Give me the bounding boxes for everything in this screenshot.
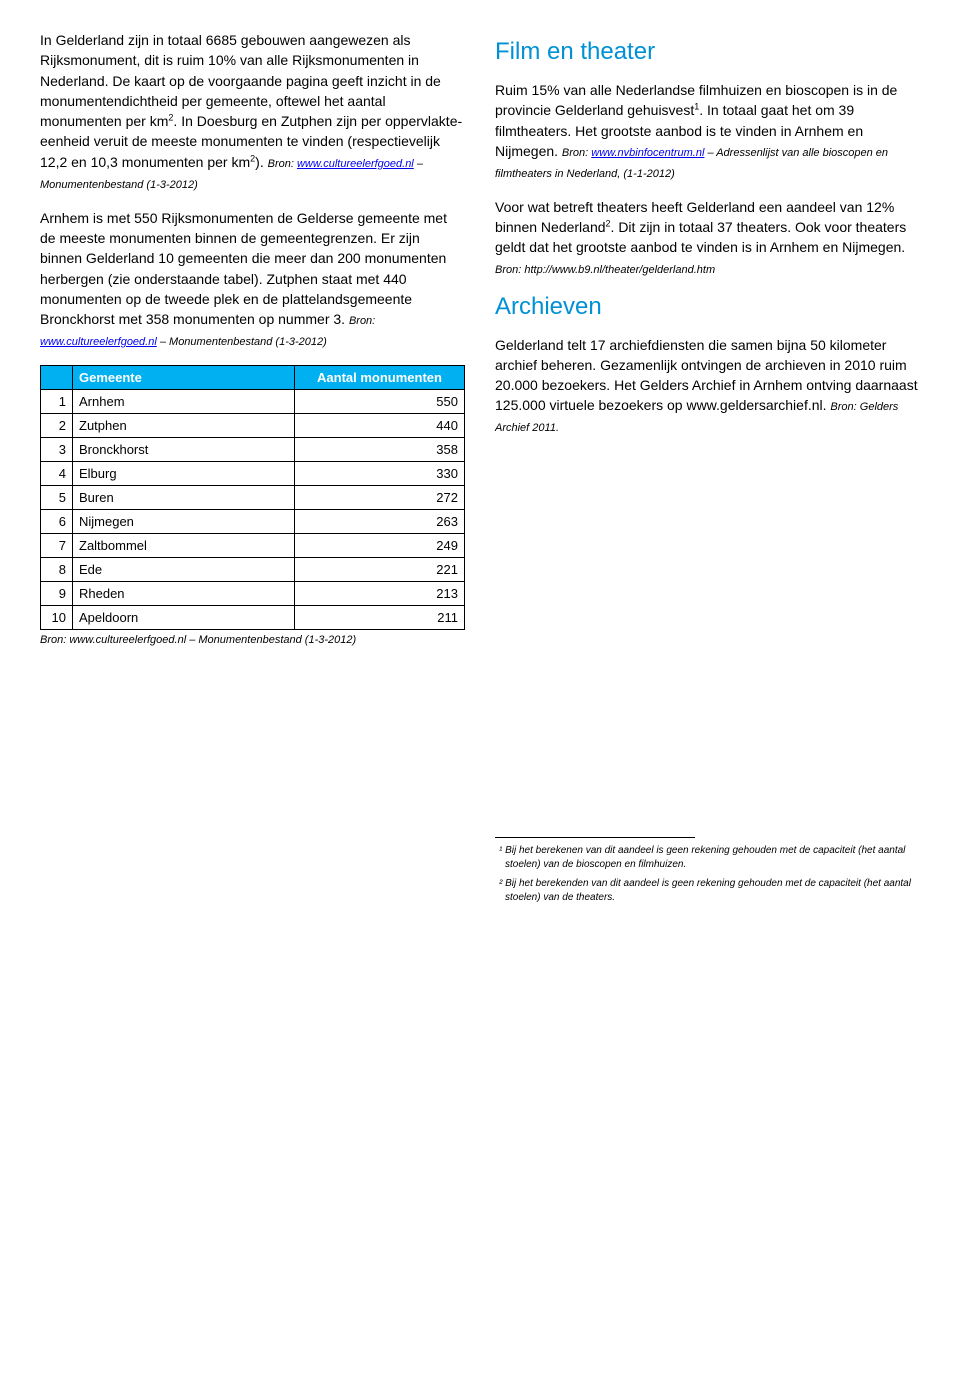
- cell-count: 221: [295, 558, 465, 582]
- table-row: 8Ede221: [41, 558, 465, 582]
- table-row: 3Bronckhorst358: [41, 438, 465, 462]
- source-link[interactable]: www.nvbinfocentrum.nl: [591, 147, 704, 159]
- source-prefix: Bron:: [268, 158, 297, 170]
- table-source-citation: Bron: www.cultureelerfgoed.nl – Monument…: [40, 634, 465, 646]
- paragraph-film: Ruim 15% van alle Nederlandse filmhuizen…: [495, 80, 920, 183]
- table-row: 5Buren272: [41, 486, 465, 510]
- cell-name: Ede: [73, 558, 295, 582]
- cell-name: Zaltbommel: [73, 534, 295, 558]
- paragraph-monumenten-intro: In Gelderland zijn in totaal 6685 gebouw…: [40, 30, 465, 194]
- text: ).: [255, 154, 267, 170]
- cell-rank: 6: [41, 510, 73, 534]
- cell-count: 213: [295, 582, 465, 606]
- table-row: 10Apeldoorn211: [41, 606, 465, 630]
- cell-rank: 2: [41, 414, 73, 438]
- table-row: 4Elburg330: [41, 462, 465, 486]
- cell-name: Zutphen: [73, 414, 295, 438]
- header-rank: [41, 366, 73, 390]
- footnote-2: ² Bij het berekenden van dit aandeel is …: [495, 877, 915, 904]
- text: Arnhem is met 550 Rijksmonumenten de Gel…: [40, 210, 447, 327]
- footnotes-separator: [495, 837, 695, 844]
- two-column-layout: In Gelderland zijn in totaal 6685 gebouw…: [40, 30, 920, 910]
- source-prefix: Bron:: [349, 315, 375, 327]
- table-row: 1Arnhem550: [41, 390, 465, 414]
- source-prefix: Bron:: [562, 147, 591, 159]
- table-body: 1Arnhem550 2Zutphen440 3Bronckhorst358 4…: [41, 390, 465, 630]
- source-suffix: – Monumentenbestand (1-3-2012): [186, 634, 356, 646]
- cell-count: 263: [295, 510, 465, 534]
- source-suffix: – Monumentenbestand (1-3-2012): [157, 336, 327, 348]
- source-citation: Bron: http://www.b9.nl/theater/gelderlan…: [495, 264, 715, 276]
- table-header-row: Gemeente Aantal monumenten: [41, 366, 465, 390]
- cell-count: 330: [295, 462, 465, 486]
- cell-rank: 3: [41, 438, 73, 462]
- header-count: Aantal monumenten: [295, 366, 465, 390]
- cell-rank: 5: [41, 486, 73, 510]
- cell-rank: 10: [41, 606, 73, 630]
- cell-count: 272: [295, 486, 465, 510]
- cell-name: Arnhem: [73, 390, 295, 414]
- cell-name: Apeldoorn: [73, 606, 295, 630]
- cell-rank: 4: [41, 462, 73, 486]
- cell-name: Rheden: [73, 582, 295, 606]
- footnote-1: ¹ Bij het berekenen van dit aandeel is g…: [495, 844, 915, 871]
- cell-count: 358: [295, 438, 465, 462]
- heading-archieven: Archieven: [495, 293, 920, 321]
- cell-count: 440: [295, 414, 465, 438]
- table-row: 2Zutphen440: [41, 414, 465, 438]
- source-link[interactable]: www.cultureelerfgoed.nl: [69, 634, 186, 646]
- source-link[interactable]: www.cultureelerfgoed.nl: [40, 336, 157, 348]
- cell-rank: 9: [41, 582, 73, 606]
- cell-count: 249: [295, 534, 465, 558]
- cell-count: 211: [295, 606, 465, 630]
- paragraph-theater: Voor wat betreft theaters heeft Gelderla…: [495, 197, 920, 279]
- right-column: Film en theater Ruim 15% van alle Nederl…: [495, 30, 920, 910]
- cell-rank: 8: [41, 558, 73, 582]
- source-prefix: Bron:: [40, 634, 69, 646]
- heading-film-theater: Film en theater: [495, 38, 920, 66]
- monuments-table: Gemeente Aantal monumenten 1Arnhem550 2Z…: [40, 365, 465, 630]
- table-row: 6Nijmegen263: [41, 510, 465, 534]
- paragraph-archieven: Gelderland telt 17 archiefdiensten die s…: [495, 335, 920, 438]
- cell-count: 550: [295, 390, 465, 414]
- cell-name: Nijmegen: [73, 510, 295, 534]
- footnotes: ¹ Bij het berekenen van dit aandeel is g…: [495, 844, 915, 904]
- cell-name: Elburg: [73, 462, 295, 486]
- paragraph-arnhem: Arnhem is met 550 Rijksmonumenten de Gel…: [40, 208, 465, 351]
- left-column: In Gelderland zijn in totaal 6685 gebouw…: [40, 30, 465, 910]
- cell-rank: 1: [41, 390, 73, 414]
- source-link[interactable]: www.cultureelerfgoed.nl: [297, 158, 414, 170]
- cell-rank: 7: [41, 534, 73, 558]
- cell-name: Buren: [73, 486, 295, 510]
- cell-name: Bronckhorst: [73, 438, 295, 462]
- header-gemeente: Gemeente: [73, 366, 295, 390]
- table-row: 7Zaltbommel249: [41, 534, 465, 558]
- table-row: 9Rheden213: [41, 582, 465, 606]
